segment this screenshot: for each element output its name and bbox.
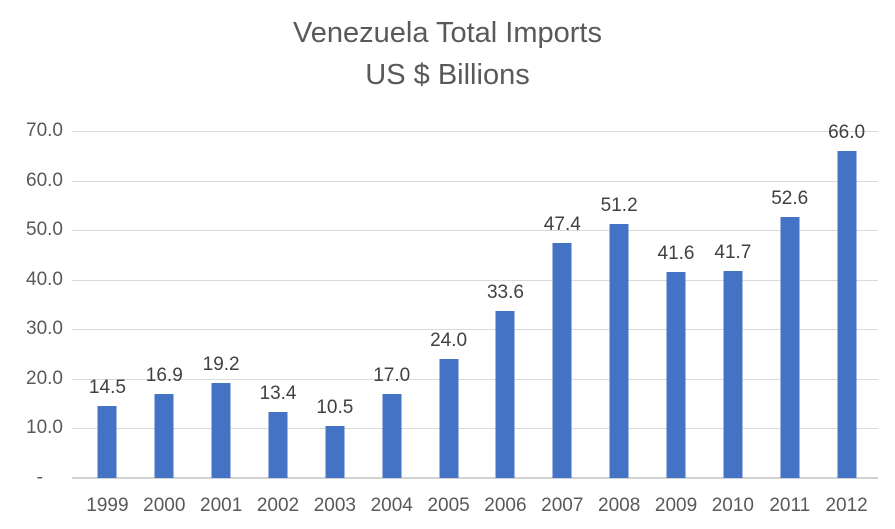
bar-value-label: 41.7 [714, 242, 752, 264]
bar-value-label: 16.9 [145, 365, 183, 387]
x-axis-category-label: 2001 [200, 495, 243, 516]
bar-group: 10.5 [306, 131, 363, 478]
y-axis-tick-label: 10.0 [26, 417, 63, 439]
bar-value-label: 52.6 [771, 188, 809, 210]
bar-group: 16.9 [136, 131, 193, 478]
bar-group: 41.6 [648, 131, 705, 478]
bar-value-label: 33.6 [486, 282, 524, 304]
x-axis-category-label: 2005 [427, 495, 470, 516]
bar-group: 19.2 [193, 131, 250, 478]
bar-value-label: 14.5 [88, 377, 126, 399]
bar-2005 [439, 359, 459, 478]
y-axis-tick-label: 60.0 [26, 169, 63, 191]
bar-value-label: 51.2 [600, 195, 638, 217]
bar-group: 24.0 [420, 131, 477, 478]
bar-2012 [837, 150, 857, 478]
bar-value-label: 13.4 [259, 382, 297, 404]
bar-2006 [495, 311, 515, 478]
bars-area: 14.5 16.9 19.2 13.4 10.5 17.0 24.0 33.6 47.4 51.2… [79, 122, 875, 478]
x-axis-category-label: 2008 [598, 495, 641, 516]
bar-2003 [325, 425, 345, 478]
gridline [72, 428, 878, 430]
bar-2002 [268, 411, 288, 478]
x-axis-category-label: 2012 [825, 495, 868, 516]
bar-2004 [382, 393, 402, 478]
y-axis-tick-label: 50.0 [26, 219, 63, 241]
bar-group: 41.7 [704, 131, 761, 478]
y-axis-tick-label: - [36, 467, 43, 488]
x-axis-category-label: 2004 [370, 495, 413, 516]
y-axis-tick-label: 40.0 [26, 268, 63, 290]
gridline [72, 230, 878, 232]
bar-value-label: 19.2 [202, 353, 240, 375]
bar-2000 [154, 394, 174, 478]
x-axis-category-label: 1999 [86, 495, 129, 516]
bar-value-label: 41.6 [657, 242, 695, 264]
plot-area [72, 131, 878, 479]
gridline [72, 329, 878, 331]
bar-value-label: 66.0 [828, 121, 866, 143]
chart-title: Venezuela Total Imports [293, 17, 602, 49]
chart-subtitle: US $ Billions [365, 59, 530, 91]
bar-group: 33.6 [477, 131, 534, 478]
x-axis-category-label: 2006 [484, 495, 527, 516]
x-axis-category-label: 2011 [769, 495, 811, 516]
bar-group: 66.0 [818, 122, 875, 478]
x-axis-baseline [72, 477, 878, 479]
gridline [72, 378, 878, 380]
bar-2001 [211, 382, 231, 478]
y-axis-tick-label: 20.0 [26, 367, 63, 389]
gridline [72, 279, 878, 281]
x-axis-category-label: 2003 [313, 495, 356, 516]
bar-value-label: 17.0 [373, 364, 411, 386]
x-axis-category-label: 2009 [654, 495, 698, 516]
bar-value-label: 10.5 [316, 396, 354, 418]
x-axis-category-label: 2000 [143, 495, 186, 516]
x-axis-category-label: 2002 [256, 495, 300, 516]
x-axis-category-label: 2007 [541, 495, 584, 516]
y-axis-tick-label: 30.0 [26, 318, 63, 340]
bar-2009 [666, 271, 686, 478]
bar-2011 [780, 217, 800, 478]
bar-2007 [552, 243, 572, 478]
y-axis-tick-label: 70.0 [26, 120, 63, 141]
bar-2008 [609, 224, 629, 478]
bar-value-label: 24.0 [430, 330, 468, 352]
bar-group: 47.4 [534, 131, 591, 478]
bar-group: 13.4 [250, 131, 307, 478]
bar-group: 51.2 [591, 131, 648, 478]
x-axis: 1999 2000 2001 2002 2003 2004 2005 2006 2007 2008… [79, 494, 875, 518]
bar-2010 [723, 271, 743, 478]
bar-group: 52.6 [761, 131, 818, 478]
x-axis-category-label: 2010 [711, 495, 755, 516]
bar-group: 14.5 [79, 131, 136, 478]
bar-value-label: 47.4 [543, 214, 581, 236]
bar-1999 [97, 406, 117, 478]
bar-group: 17.0 [363, 131, 420, 478]
gridline [72, 180, 878, 182]
gridline [72, 131, 878, 132]
y-axis: 70.0 60.0 50.0 40.0 30.0 20.0 10.0 - [0, 0, 63, 529]
